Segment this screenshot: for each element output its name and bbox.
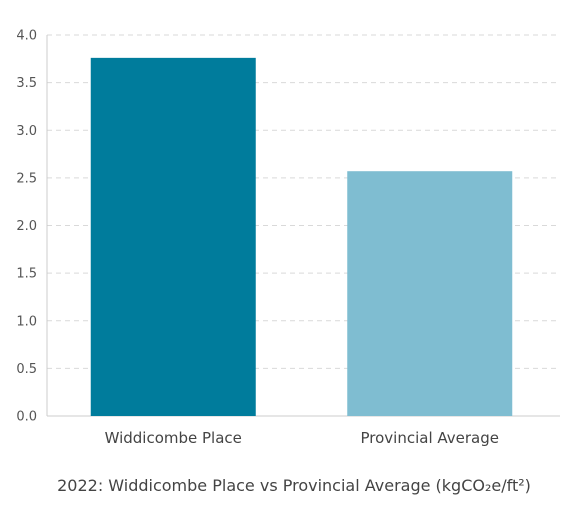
y-tick-label: 0.0: [16, 410, 37, 425]
bar-widdicombe-place: [90, 57, 256, 417]
x-category-label: Widdicombe Place: [105, 429, 242, 447]
y-tick-label: 1.5: [16, 267, 37, 282]
y-tick-label: 3.0: [16, 124, 37, 139]
y-tick-label: 4.0: [16, 29, 37, 44]
bar-provincial-average: [347, 171, 513, 416]
chart-title: 2022: Widdicombe Place vs Provincial Ave…: [57, 476, 531, 495]
bars: [90, 57, 513, 417]
x-category-label: Provincial Average: [361, 429, 500, 447]
y-tick-label: 1.0: [16, 314, 37, 329]
y-axis-ticks: 0.0 0.5 1.0 1.5 2.0 2.5 3.0 3.5 4.0: [16, 29, 37, 425]
x-axis-labels: Widdicombe Place Provincial Average: [105, 429, 499, 447]
y-tick-label: 0.5: [16, 362, 37, 377]
y-tick-label: 2.5: [16, 171, 37, 186]
y-tick-label: 2.0: [16, 219, 37, 234]
y-tick-label: 3.5: [16, 76, 37, 91]
